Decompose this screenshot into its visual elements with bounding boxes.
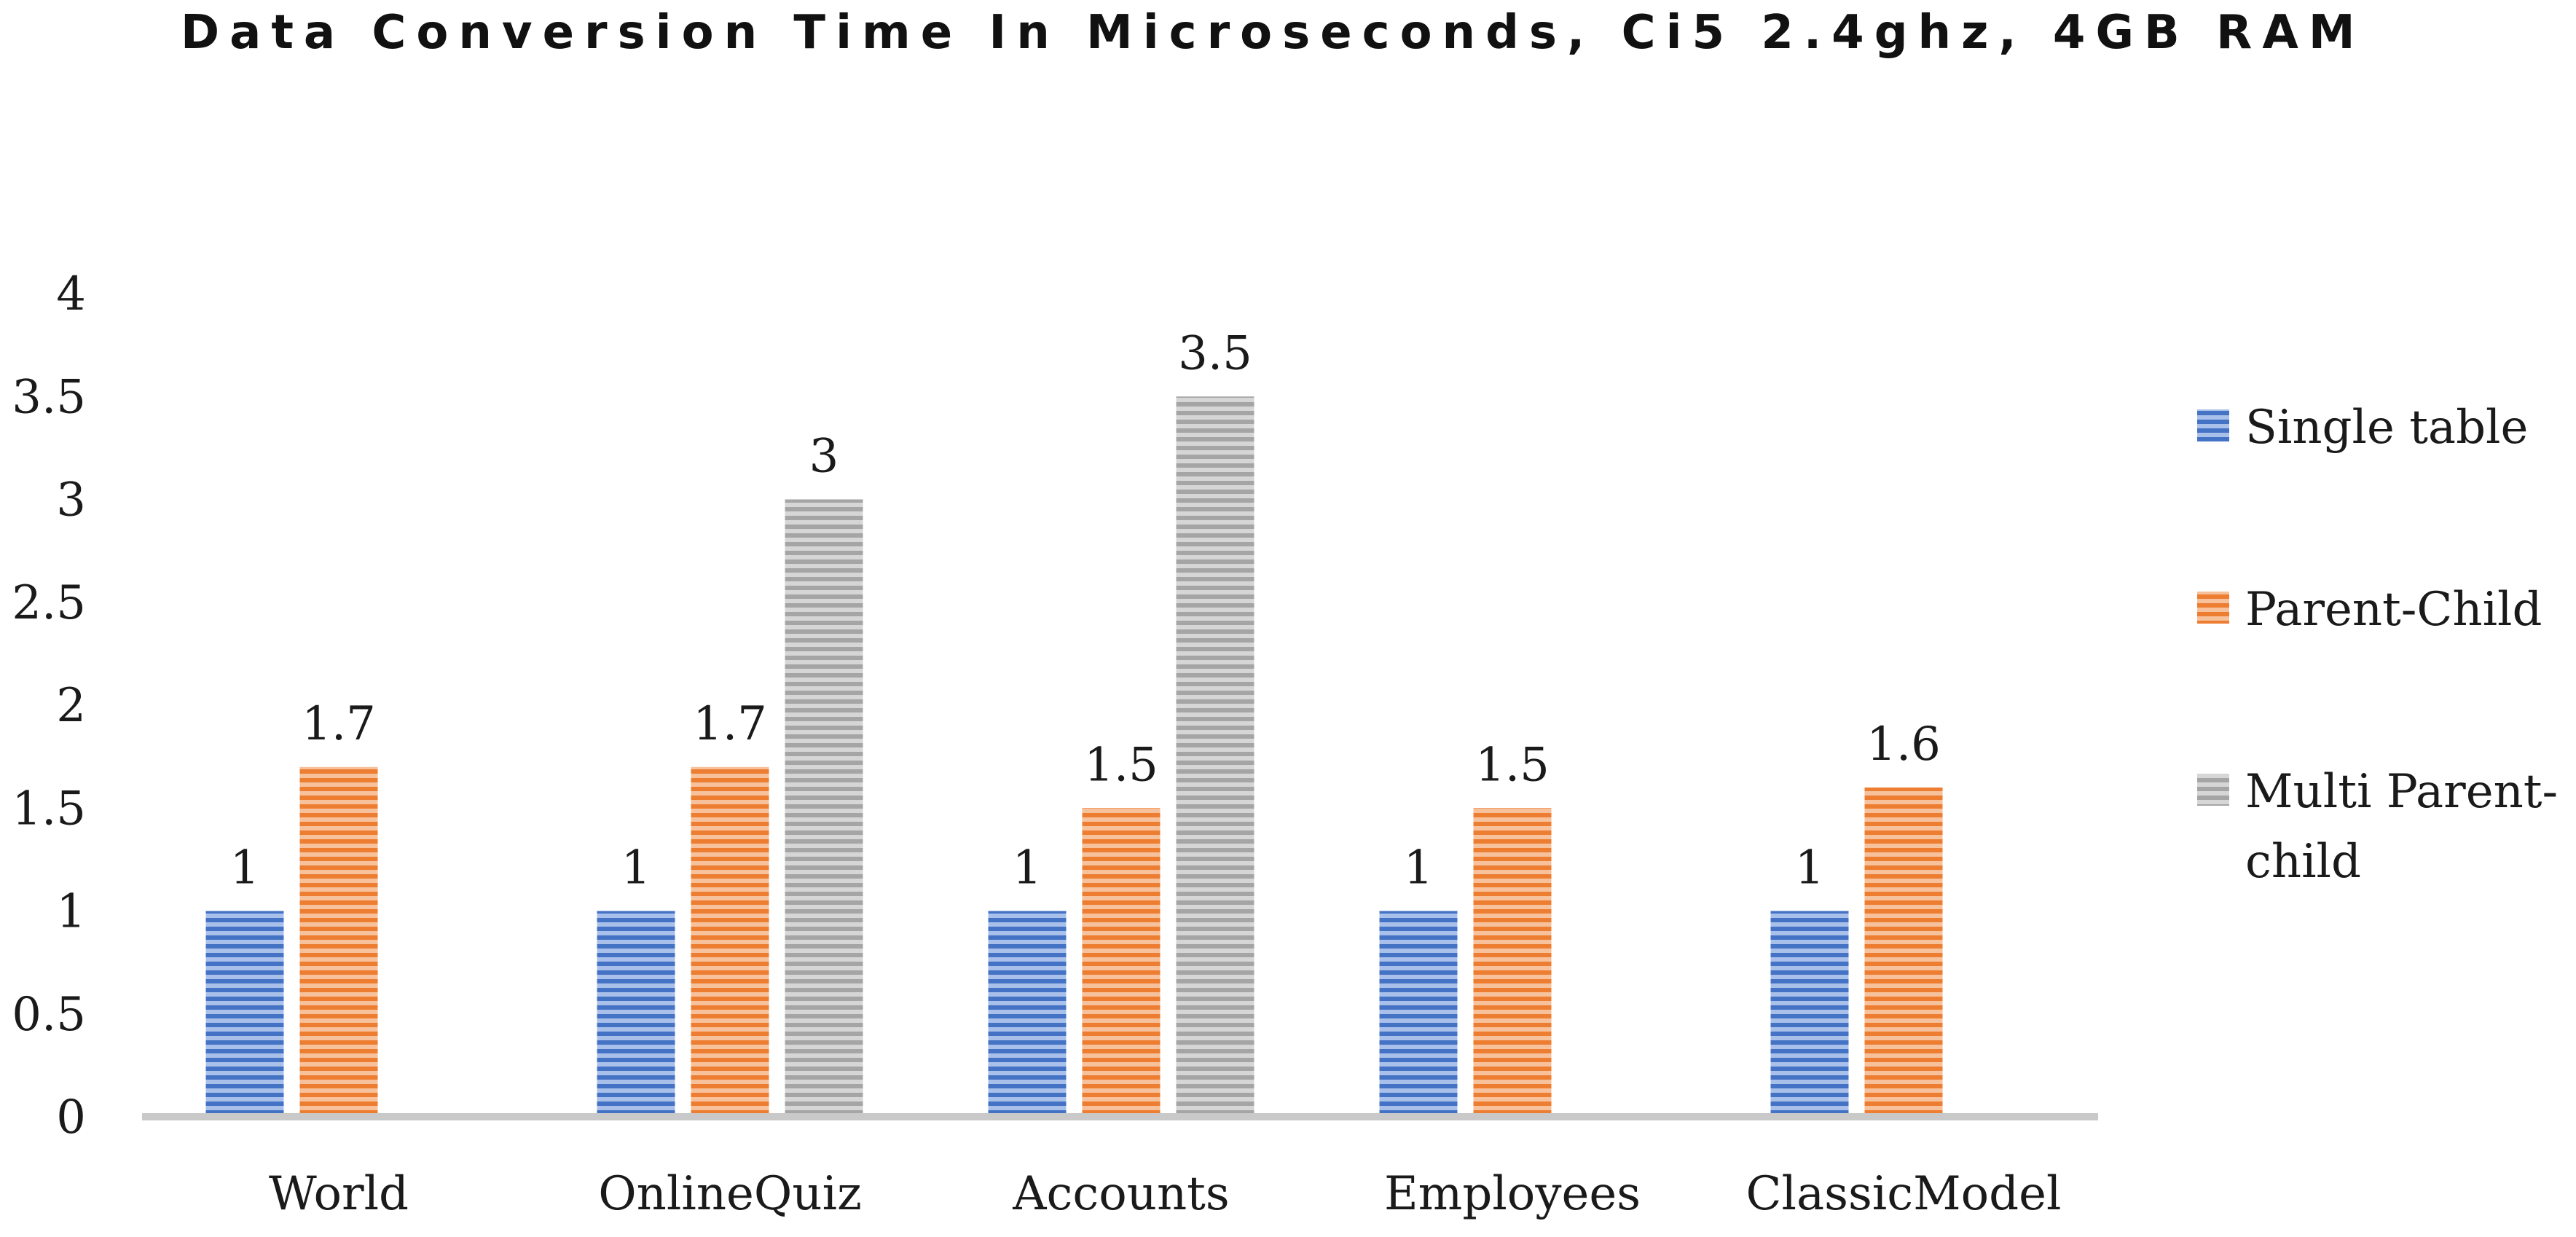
bars [205,396,1943,1117]
bar-multi-parent-child-onlinequiz [785,499,863,1117]
y-tick-label: 3.5 [12,370,86,424]
bar-single-table-accounts [988,911,1067,1117]
data-label-parent-child-world: 1.7 [302,697,376,751]
data-label-single-table-classicmodel: 1 [1795,841,1825,895]
data-label-multi-parent-child-accounts: 3.5 [1178,326,1252,380]
bar-single-table-employees [1379,911,1458,1117]
bar-single-table-world [205,911,284,1117]
category-label-world: World [269,1167,409,1221]
data-label-parent-child-accounts: 1.5 [1084,738,1158,792]
data-label-parent-child-classicmodel: 1.6 [1866,718,1941,771]
legend-label-multi-parent-child: Multi Parent-child [2245,765,2558,889]
bar-parent-child-accounts [1082,808,1161,1117]
bar-parent-child-classicmodel [1864,788,1943,1117]
data-labels: 1 1.7 1 1.7 3 1 1.5 3.5 1 1.5 1 1.6 [230,326,1941,895]
data-label-single-table-world: 1 [230,841,260,895]
y-axis-ticks: 0 0.5 1 1.5 2 2.5 3 3.5 4 [12,267,86,1144]
y-tick-label: 2 [56,679,86,733]
bar-parent-child-employees [1473,808,1552,1117]
bar-single-table-onlinequiz [597,911,675,1117]
y-tick-label: 4 [56,267,86,321]
y-tick-label: 0.5 [12,988,86,1042]
bar-parent-child-world [299,766,378,1117]
category-labels: World OnlineQuiz Accounts Employees ClassicM… [269,1167,2061,1221]
y-tick-label: 3 [56,474,86,527]
bar-parent-child-onlinequiz [691,766,769,1117]
y-tick-label: 1 [56,885,86,939]
category-label-classicmodel: ClassicModel [1746,1167,2062,1221]
y-tick-label: 1.5 [12,782,86,836]
legend-swatch-single-table [2197,409,2229,441]
data-label-single-table-accounts: 1 [1013,841,1042,895]
y-tick-label: 2.5 [12,576,86,630]
data-label-parent-child-employees: 1.5 [1475,738,1550,792]
data-label-single-table-onlinequiz: 1 [621,841,651,895]
y-tick-label: 0 [56,1091,86,1144]
data-label-parent-child-onlinequiz: 1.7 [693,697,767,751]
legend-label-single-table: Single table [2245,401,2528,455]
data-label-multi-parent-child-onlinequiz: 3 [809,430,839,484]
category-label-employees: Employees [1384,1167,1641,1221]
category-label-accounts: Accounts [1012,1167,1229,1221]
legend-swatch-multi-parent-child [2197,774,2229,806]
bar-single-table-classicmodel [1770,911,1849,1117]
bar-multi-parent-child-accounts [1176,396,1254,1117]
data-label-single-table-employees: 1 [1404,841,1434,895]
chart-title: Data Conversion Time In Microseconds, Ci… [181,6,2365,60]
legend: Single table Parent-Child Multi Parent-chi… [2197,401,2558,889]
category-label-onlinequiz: OnlineQuiz [598,1167,862,1221]
legend-label-parent-child: Parent-Child [2245,583,2542,637]
legend-swatch-parent-child [2197,592,2229,624]
